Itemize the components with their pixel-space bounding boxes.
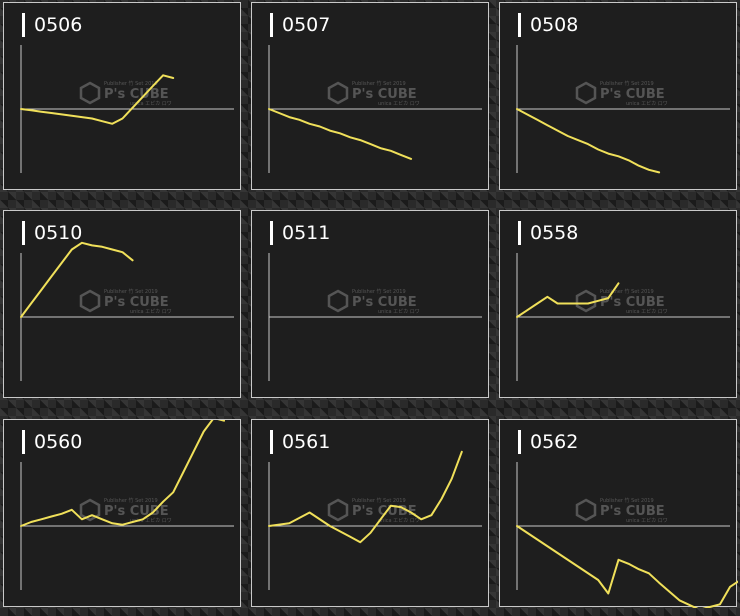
watermark-small-text: Publisher 竹 Set 2019 (600, 80, 654, 87)
watermark-brand: P's CUBE (104, 87, 169, 102)
chart-title: 0510 (22, 221, 82, 245)
cube-logo-icon (327, 289, 349, 313)
series-line (20, 241, 134, 318)
watermark-brand: P's CUBE (600, 87, 665, 102)
watermark-brand: P's CUBE (352, 295, 417, 310)
series-line (20, 74, 175, 125)
watermark-sub-text: unica エピカ ロワ (378, 101, 420, 107)
watermark-small-text: Publisher 竹 Set 2019 (352, 288, 406, 295)
watermark-small-text: Publisher 竹 Set 2019 (600, 497, 654, 504)
watermark-sub-text: unica エピカ ロワ (130, 101, 172, 107)
chart-panel-4: Publisher 竹 Set 2019 P's CUBE unica エピカ ロワ… (251, 210, 489, 398)
series-line (516, 525, 738, 608)
watermark-small-text: Publisher 竹 Set 2019 (600, 288, 654, 295)
chart-panel-7: Publisher 竹 Set 2019 P's CUBE unica エピカ ロワ… (251, 419, 489, 607)
chart-panel-6: Publisher 竹 Set 2019 P's CUBE unica エピカ ロワ… (3, 419, 241, 607)
chart-panel-1: Publisher 竹 Set 2019 P's CUBE unica エピカ ロワ… (251, 2, 489, 190)
cube-logo-icon (327, 81, 349, 105)
series-line (20, 420, 225, 527)
chart-title: 0511 (270, 221, 330, 245)
watermark-small-text: Publisher 竹 Set 2019 (104, 80, 158, 87)
watermark-brand: P's CUBE (600, 504, 665, 519)
watermark-small-text: Publisher 竹 Set 2019 (352, 497, 406, 504)
watermark-sub-text: unica エピカ ロワ (626, 518, 668, 524)
cube-logo-icon (79, 498, 101, 522)
cube-logo-icon (575, 498, 597, 522)
chart-title: 0560 (22, 430, 82, 454)
watermark-small-text: Publisher 竹 Set 2019 (104, 497, 158, 504)
series-line (516, 108, 661, 174)
watermark-brand: P's CUBE (352, 87, 417, 102)
cube-logo-icon (575, 289, 597, 313)
chart-panel-2: Publisher 竹 Set 2019 P's CUBE unica エピカ ロワ… (499, 2, 737, 190)
chart-title: 0562 (518, 430, 578, 454)
chart-title: 0507 (270, 13, 330, 37)
watermark-brand: P's CUBE (352, 504, 417, 519)
watermark-sub-text: unica エピカ ロワ (626, 309, 668, 315)
watermark-sub-text: unica エピカ ロワ (130, 518, 172, 524)
chart-panel-0: Publisher 竹 Set 2019 P's CUBE unica エピカ ロワ… (3, 2, 241, 190)
watermark-sub-text: unica エピカ ロワ (626, 101, 668, 107)
watermark-brand: P's CUBE (600, 295, 665, 310)
chart-title: 0506 (22, 13, 82, 37)
cube-logo-icon (79, 81, 101, 105)
watermark-sub-text: unica エピカ ロワ (130, 309, 172, 315)
chart-panel-5: Publisher 竹 Set 2019 P's CUBE unica エピカ ロワ… (499, 210, 737, 398)
chart-panel-8: Publisher 竹 Set 2019 P's CUBE unica エピカ ロワ… (499, 419, 738, 608)
chart-title: 0508 (518, 13, 578, 37)
series-line (268, 108, 413, 160)
watermark-sub-text: unica エピカ ロワ (378, 309, 420, 315)
chart-title: 0561 (270, 430, 330, 454)
chart-title: 0558 (518, 221, 578, 245)
watermark-small-text: Publisher 竹 Set 2019 (104, 288, 158, 295)
series-line (516, 282, 620, 318)
series-line (268, 450, 463, 544)
watermark-sub-text: unica エピカ ロワ (378, 518, 420, 524)
watermark-brand: P's CUBE (104, 504, 169, 519)
cube-logo-icon (79, 289, 101, 313)
cube-logo-icon (575, 81, 597, 105)
watermark-brand: P's CUBE (104, 295, 169, 310)
chart-panel-3: Publisher 竹 Set 2019 P's CUBE unica エピカ ロワ… (3, 210, 241, 398)
cube-logo-icon (327, 498, 349, 522)
watermark-small-text: Publisher 竹 Set 2019 (352, 80, 406, 87)
